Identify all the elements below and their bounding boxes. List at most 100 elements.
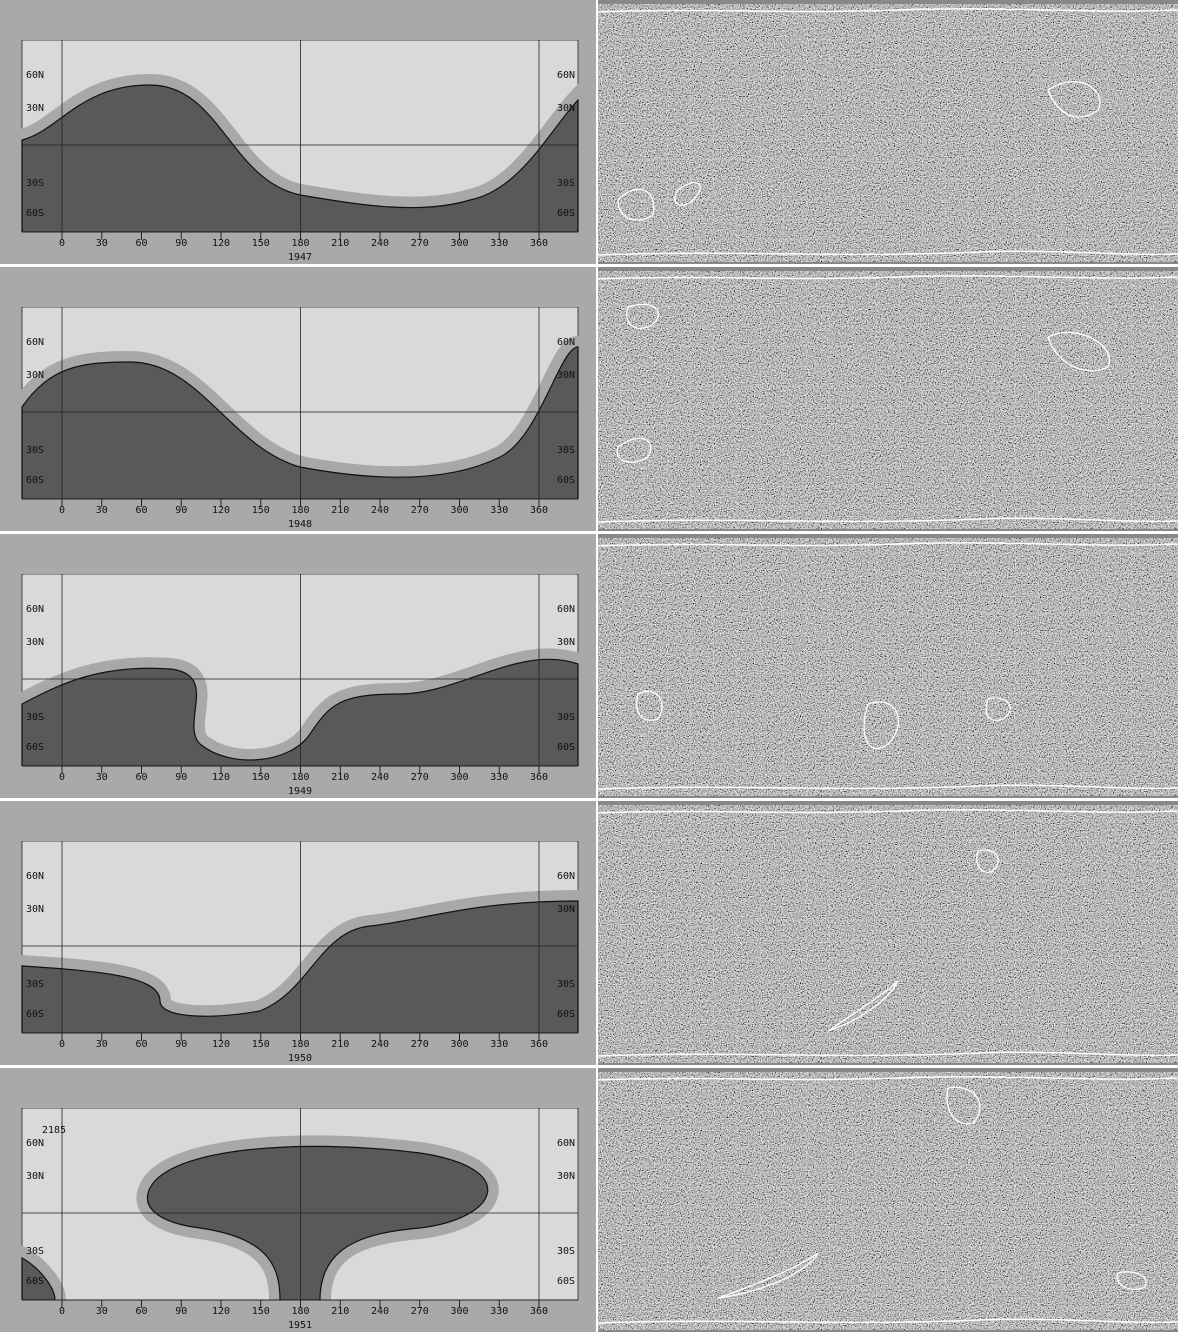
negative-region <box>21 900 579 1034</box>
panel: SS250_R field0, ±0.5, 1, 2.5, 5, 10 Micr… <box>0 1068 596 1332</box>
lon-label: 300 <box>450 1039 468 1050</box>
lat-label: 60S <box>557 208 575 219</box>
contour <box>636 690 1011 750</box>
lon-label: 360 <box>530 238 548 249</box>
lat-label: 60S <box>557 742 575 753</box>
lon-label: 330 <box>490 1306 508 1317</box>
lon-label: 60 <box>135 1306 147 1317</box>
lon-label: 60 <box>135 238 147 249</box>
lat-label: 30N <box>557 904 575 915</box>
polar-boundary <box>597 809 1178 1057</box>
lon-label: 180 <box>291 1306 309 1317</box>
lon-label: 360 <box>530 772 548 783</box>
polar-boundary <box>597 275 1178 523</box>
lat-label: 60N <box>26 337 44 348</box>
panel: SS250_R field0, ±0.5, 1, 2.5, 5, 10 Micr… <box>0 534 596 798</box>
lon-label: 180 <box>291 505 309 516</box>
lat-label: 60N <box>26 70 44 81</box>
lon-label: 120 <box>212 505 230 516</box>
lon-label: 0 <box>59 1306 65 1317</box>
lon-label: 90 <box>175 772 187 783</box>
lon-label: 210 <box>331 505 349 516</box>
rotation: 1951 <box>288 1320 312 1331</box>
lon-label: 60 <box>135 1039 147 1050</box>
rotation: 1950 <box>288 1053 312 1064</box>
grid <box>598 538 1178 796</box>
lon-label: 240 <box>371 238 389 249</box>
mask-top <box>0 267 596 531</box>
lon-label: 0 <box>59 505 65 516</box>
panel: SS250_R field0, ±0.5, 1, 2.5, 5, 10 Micr… <box>0 0 596 264</box>
lon-label: 240 <box>371 1039 389 1050</box>
lat-label: 30N <box>557 637 575 648</box>
lat-label: 60N <box>557 871 575 882</box>
lat-label: 30N <box>26 637 44 648</box>
negative-region <box>21 658 579 767</box>
lon-label: 210 <box>331 772 349 783</box>
lat-label: 60S <box>26 742 44 753</box>
lat-label: 30N <box>557 370 575 381</box>
lon-label: 330 <box>490 505 508 516</box>
lat-label: 60N <box>557 1138 575 1149</box>
lon-label: 360 <box>530 1306 548 1317</box>
contour <box>617 81 1101 221</box>
lat-label: 60S <box>26 1009 44 1020</box>
lon-label: 180 <box>291 238 309 249</box>
lat-label: 30N <box>26 1171 44 1182</box>
lat-label: 30S <box>26 712 44 723</box>
lat-label: 30N <box>26 103 44 114</box>
mask-top <box>0 534 596 798</box>
lat-label: 60S <box>557 1276 575 1287</box>
mask-top <box>0 801 596 1065</box>
lon-label: 150 <box>252 238 270 249</box>
lat-label: 30S <box>26 178 44 189</box>
lat-label: 60S <box>557 1009 575 1020</box>
rotation: 1948 <box>288 519 312 530</box>
lon-label: 30 <box>96 772 108 783</box>
lon-label: 300 <box>450 505 468 516</box>
mask-top <box>0 0 596 264</box>
magnetogram <box>597 267 1178 531</box>
lon-label: 270 <box>411 772 429 783</box>
lon-label: 0 <box>59 772 65 783</box>
lon-label: 120 <box>212 1306 230 1317</box>
lon-label: 330 <box>490 1039 508 1050</box>
contour <box>616 303 1111 463</box>
panel: SS250_R field0, ±0.5, 1, 2.5, 5, 10 Micr… <box>0 801 596 1065</box>
lat-label: 30S <box>26 1246 44 1257</box>
lon-label: 0 <box>59 1039 65 1050</box>
lat-label: 30N <box>26 370 44 381</box>
lon-label: 360 <box>530 1039 548 1050</box>
lon-label: 330 <box>490 772 508 783</box>
lat-label: 30N <box>557 103 575 114</box>
lat-label: 60S <box>26 208 44 219</box>
lon-label: 90 <box>175 1306 187 1317</box>
lat-label: 30S <box>557 178 575 189</box>
lon-label: 300 <box>450 1306 468 1317</box>
lon-label: 240 <box>371 1306 389 1317</box>
lat-label: 30S <box>557 712 575 723</box>
lon-label: 90 <box>175 505 187 516</box>
lon-label: 90 <box>175 1039 187 1050</box>
lat-label: 60N <box>557 337 575 348</box>
lat-label: 60S <box>26 475 44 486</box>
lon-label: 120 <box>212 772 230 783</box>
lat-label: 60N <box>557 604 575 615</box>
lon-label: 0 <box>59 238 65 249</box>
rotation: 1947 <box>288 252 312 263</box>
lon-label: 330 <box>490 238 508 249</box>
polar-boundary <box>597 1076 1178 1324</box>
lat-label: 60N <box>557 70 575 81</box>
lon-label: 270 <box>411 505 429 516</box>
magnetogram <box>597 534 1178 798</box>
lon-label: 60 <box>135 505 147 516</box>
overlay-label: 2185 <box>42 1125 66 1136</box>
lat-label: 60S <box>26 1276 44 1287</box>
panel: SS250_R field0, ±0.5, 1, 2.5, 5, 10 Micr… <box>0 267 596 531</box>
lon-label: 90 <box>175 238 187 249</box>
magnetogram <box>597 0 1178 264</box>
grid <box>598 271 1178 529</box>
rotation: 1949 <box>288 786 312 797</box>
lon-label: 300 <box>450 772 468 783</box>
